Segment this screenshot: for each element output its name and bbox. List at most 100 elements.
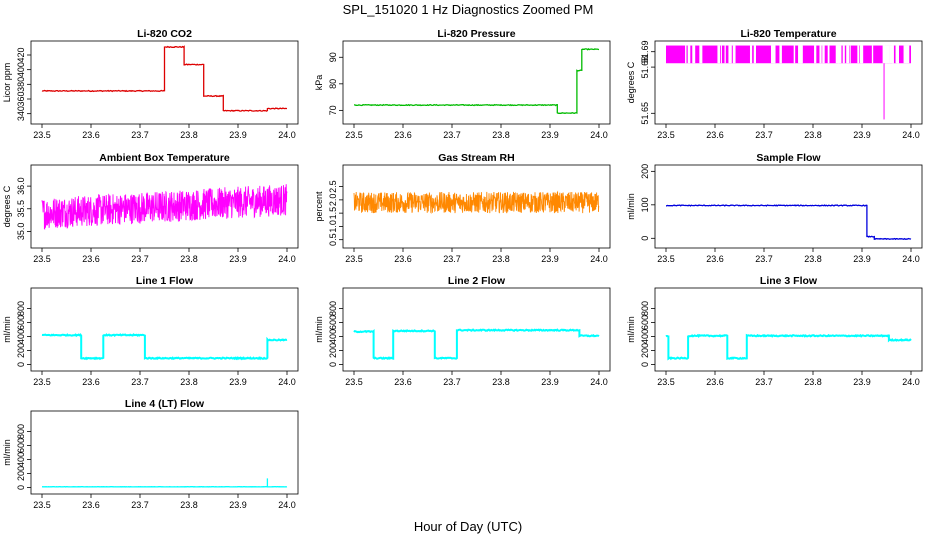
x-tick-label: 23.5 (33, 130, 51, 140)
y-tick-label: 800 (640, 301, 650, 316)
data-gap (886, 45, 890, 64)
data-gap (857, 45, 860, 64)
x-tick-label: 23.9 (541, 254, 559, 264)
data-gap (687, 45, 691, 64)
y-tick-label: 800 (328, 301, 338, 316)
data-gap (770, 45, 775, 64)
x-tick-label: 23.5 (345, 254, 363, 264)
y-tick-label: 400 (16, 62, 26, 77)
panel-8: Line 2 Flow ml/min 23.5 23.6 23.7 23.8 23.9 24.… (314, 275, 611, 387)
x-tick-label: 23.5 (345, 377, 363, 387)
data-series-line (354, 48, 600, 114)
panel-title: Line 2 Flow (448, 275, 506, 287)
plot-frame (30, 410, 299, 495)
y-tick-label: 600 (640, 315, 650, 330)
y-tick-label: 35.5 (16, 200, 26, 218)
y-axis-label: Licor ppm (2, 63, 12, 103)
y-tick-label: 380 (16, 77, 26, 92)
y-tick-label: 36.0 (16, 177, 26, 195)
x-tick-label: 23.9 (853, 377, 871, 387)
x-tick-label: 23.6 (82, 254, 100, 264)
y-tick-label: 51.69 (640, 40, 650, 63)
y-tick-label: 2.0 (328, 194, 338, 207)
x-tick-label: 24.0 (590, 254, 608, 264)
data-gap (720, 45, 722, 64)
y-tick-label: 420 (16, 47, 26, 62)
data-series-line (41, 478, 288, 488)
x-tick-label: 23.9 (229, 130, 247, 140)
x-tick-label: 23.5 (345, 130, 363, 140)
x-tick-label: 23.8 (492, 130, 510, 140)
data-gap (717, 45, 721, 64)
y-tick-label: 1.5 (328, 207, 338, 220)
data-gap (749, 45, 753, 64)
x-tick-label: 23.9 (229, 254, 247, 264)
x-tick-label: 24.0 (590, 377, 608, 387)
x-tick-label: 23.9 (541, 130, 559, 140)
data-series-line (353, 328, 600, 361)
data-gap (849, 45, 851, 64)
figure-title: SPL_151020 1 Hz Diagnostics Zoomed PM (343, 2, 594, 17)
y-tick-label: 70 (328, 105, 338, 115)
figure-xlabel: Hour of Day (UTC) (414, 519, 522, 534)
panel-5: Gas Stream RH percent 23.5 23.6 23.7 23.8 23.9… (314, 152, 611, 264)
data-gap (822, 45, 825, 64)
x-tick-label: 23.9 (229, 377, 247, 387)
data-gap (889, 45, 893, 64)
y-axis-label: ml/min (626, 193, 636, 220)
x-tick-label: 23.8 (492, 377, 510, 387)
x-tick-label: 23.7 (131, 500, 149, 510)
x-tick-label: 23.6 (706, 130, 724, 140)
y-axis-label: ml/min (2, 316, 12, 343)
data-gap (819, 45, 822, 64)
panel-title: Li-820 CO2 (137, 28, 192, 40)
data-series-line (666, 204, 912, 241)
panel-title: Li-820 Pressure (437, 28, 515, 40)
data-gap (728, 45, 732, 64)
panel-title: Line 4 (LT) Flow (125, 398, 205, 410)
x-tick-label: 23.7 (131, 254, 149, 264)
data-gap (837, 45, 842, 64)
y-axis-label: kPa (314, 75, 324, 91)
y-tick-label: 100 (640, 197, 650, 212)
panel-9: Line 3 Flow ml/min 23.5 23.6 23.7 23.8 23.9 24.… (626, 275, 923, 387)
data-gap (773, 45, 776, 64)
x-tick-label: 23.6 (394, 377, 412, 387)
y-tick-label: 51.68 (640, 56, 650, 79)
plot-frame (654, 287, 923, 372)
x-tick-label: 23.6 (82, 500, 100, 510)
x-tick-label: 23.9 (853, 130, 871, 140)
plot-frame (342, 40, 611, 125)
plot-frame (30, 287, 299, 372)
y-tick-label: 200 (16, 343, 26, 358)
panel-title: Line 3 Flow (760, 275, 818, 287)
data-gap (835, 45, 840, 64)
y-tick-label: 600 (328, 315, 338, 330)
x-tick-label: 23.6 (394, 254, 412, 264)
panel-6: Sample Flow ml/min 23.5 23.6 23.7 23.8 23.9 24.… (626, 152, 923, 264)
x-tick-label: 23.5 (33, 377, 51, 387)
data-gap (846, 45, 849, 64)
y-tick-label: 2.5 (328, 180, 338, 193)
data-gap (699, 45, 703, 64)
x-tick-label: 23.5 (657, 254, 675, 264)
x-tick-label: 23.7 (443, 377, 461, 387)
x-tick-label: 23.9 (541, 377, 559, 387)
x-tick-label: 24.0 (278, 130, 296, 140)
x-tick-label: 23.7 (755, 130, 773, 140)
plot-frame (30, 164, 299, 249)
x-tick-label: 23.6 (706, 377, 724, 387)
y-tick-label: 90 (328, 52, 338, 62)
data-gap (860, 45, 864, 64)
y-tick-label: 400 (328, 329, 338, 344)
plot-frame (654, 40, 923, 125)
plot-frame (30, 40, 299, 125)
data-gap (892, 45, 894, 64)
data-gap (895, 45, 899, 64)
data-gap (903, 45, 907, 64)
x-tick-label: 24.0 (278, 377, 296, 387)
y-tick-label: 0 (640, 362, 650, 367)
x-tick-label: 23.5 (657, 130, 675, 140)
data-gap (882, 45, 885, 64)
panel-title: Sample Flow (756, 152, 821, 164)
